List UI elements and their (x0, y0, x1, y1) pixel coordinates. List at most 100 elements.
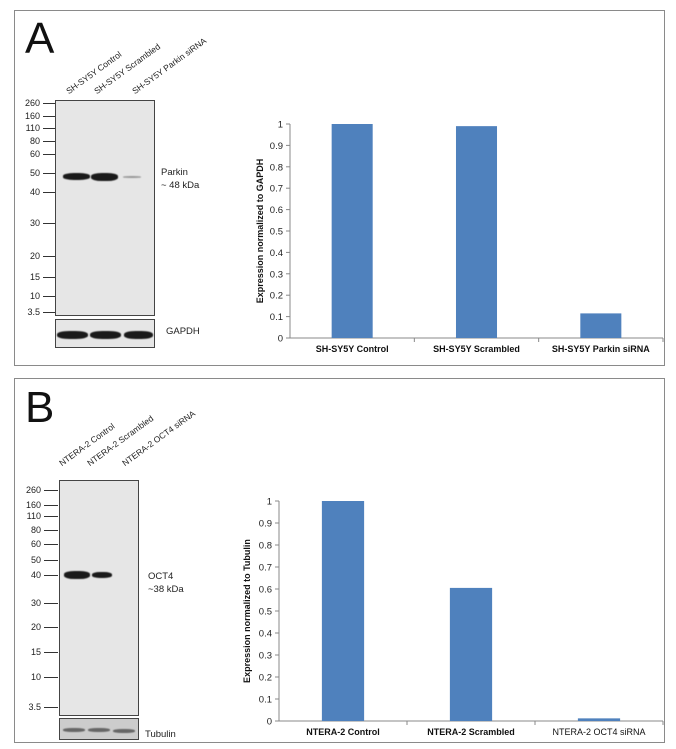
marker-tick (43, 128, 55, 129)
marker-tick (44, 707, 58, 708)
y-tick-label: 0.1 (259, 695, 272, 706)
bar (449, 587, 493, 721)
gapdh-band-3 (124, 331, 153, 339)
marker-label: 40 (30, 570, 41, 580)
marker-tick (43, 312, 55, 313)
y-tick-label: 0.8 (270, 162, 283, 173)
marker-label: 80 (30, 525, 41, 535)
marker-label: 80 (29, 136, 40, 146)
marker-label: 110 (26, 511, 41, 521)
gapdh-band-2 (90, 331, 121, 339)
loading-control-label: GAPDH (166, 326, 200, 337)
y-axis-title: Expression normalized to Tubulin (242, 539, 252, 683)
marker-tick (43, 223, 55, 224)
tubulin-band-2 (88, 728, 110, 732)
band-lane-2 (91, 173, 118, 181)
band-lane-2 (92, 572, 112, 578)
marker-tick (43, 296, 55, 297)
marker-tick (44, 544, 58, 545)
marker-label: 110 (25, 123, 40, 133)
marker-label: 20 (29, 251, 40, 261)
y-tick-label: 0.4 (259, 629, 272, 640)
y-tick-label: 0.7 (270, 184, 283, 195)
gapdh-blot (55, 319, 155, 348)
panel-a (14, 10, 665, 366)
marker-label: 15 (30, 647, 41, 657)
bar (577, 718, 621, 721)
y-tick-label: 1 (278, 120, 283, 131)
y-tick-label: 0.7 (259, 563, 272, 574)
marker-tick (43, 154, 55, 155)
marker-tick (44, 516, 58, 517)
panel-b (14, 378, 665, 743)
marker-tick (43, 141, 55, 142)
marker-tick (44, 505, 58, 506)
target-label: OCT4 ~38 kDa (148, 570, 184, 596)
marker-label: 160 (24, 111, 40, 121)
panel-b-letter: B (25, 383, 55, 432)
target-label: Parkin ~ 48 kDa (161, 166, 199, 192)
x-category-label: SH-SY5Y Parkin siRNA (552, 344, 650, 354)
band-lane-1 (63, 173, 90, 180)
marker-tick (43, 116, 55, 117)
marker-label: 3.5 (27, 307, 40, 317)
gapdh-band-1 (57, 331, 88, 339)
marker-tick (43, 192, 55, 193)
marker-label: 10 (30, 672, 41, 682)
tubulin-band-3 (113, 729, 135, 733)
bar (321, 501, 365, 721)
y-tick-label: 0.5 (259, 607, 272, 618)
target-name: Parkin (161, 167, 188, 178)
marker-label: 30 (30, 598, 41, 608)
marker-tick (44, 652, 58, 653)
y-tick-label: 0.2 (259, 673, 272, 684)
marker-label: 50 (30, 555, 41, 565)
y-tick-label: 0.1 (270, 312, 283, 323)
y-tick-label: 0 (278, 334, 283, 345)
band-lane-3 (123, 176, 141, 178)
bar (580, 313, 622, 338)
marker-label: 40 (29, 187, 40, 197)
tubulin-blot (59, 718, 139, 740)
tubulin-band-1 (63, 728, 85, 732)
marker-tick (44, 530, 58, 531)
y-tick-label: 0.2 (270, 291, 283, 302)
y-tick-label: 0 (267, 717, 272, 728)
marker-tick (43, 277, 55, 278)
band-lane-1 (64, 571, 90, 579)
marker-tick (44, 677, 58, 678)
y-tick-label: 0.9 (270, 141, 283, 152)
x-category-label: SH-SY5Y Scrambled (433, 344, 520, 354)
y-tick-label: 0.3 (270, 269, 283, 280)
y-tick-label: 0.9 (259, 519, 272, 530)
x-category-label: NTERA-2 Control (306, 727, 380, 737)
marker-tick (44, 490, 58, 491)
x-category-label: SH-SY5Y Control (316, 344, 389, 354)
y-tick-label: 0.6 (259, 585, 272, 596)
loading-control-label: Tubulin (145, 729, 176, 740)
y-tick-label: 0.8 (259, 541, 272, 552)
marker-label: 3.5 (28, 702, 41, 712)
marker-label: 50 (29, 168, 40, 178)
marker-tick (44, 627, 58, 628)
target-name: OCT4 (148, 571, 174, 582)
marker-label: 20 (30, 622, 41, 632)
marker-label: 160 (25, 500, 41, 510)
y-tick-label: 0.4 (270, 248, 283, 259)
marker-tick (43, 103, 55, 104)
x-category-label: NTERA-2 Scrambled (427, 727, 515, 737)
y-tick-label: 0.6 (270, 205, 283, 216)
marker-label: 60 (30, 539, 41, 549)
marker-tick (43, 256, 55, 257)
marker-label: 260 (24, 98, 40, 108)
y-tick-label: 1 (267, 497, 272, 508)
marker-tick (43, 173, 55, 174)
bar (331, 124, 373, 338)
target-size: ~38 kDa (148, 584, 184, 595)
marker-tick (44, 560, 58, 561)
oct4-blot (59, 480, 139, 716)
marker-label: 260 (25, 485, 41, 495)
marker-label: 10 (29, 291, 40, 301)
